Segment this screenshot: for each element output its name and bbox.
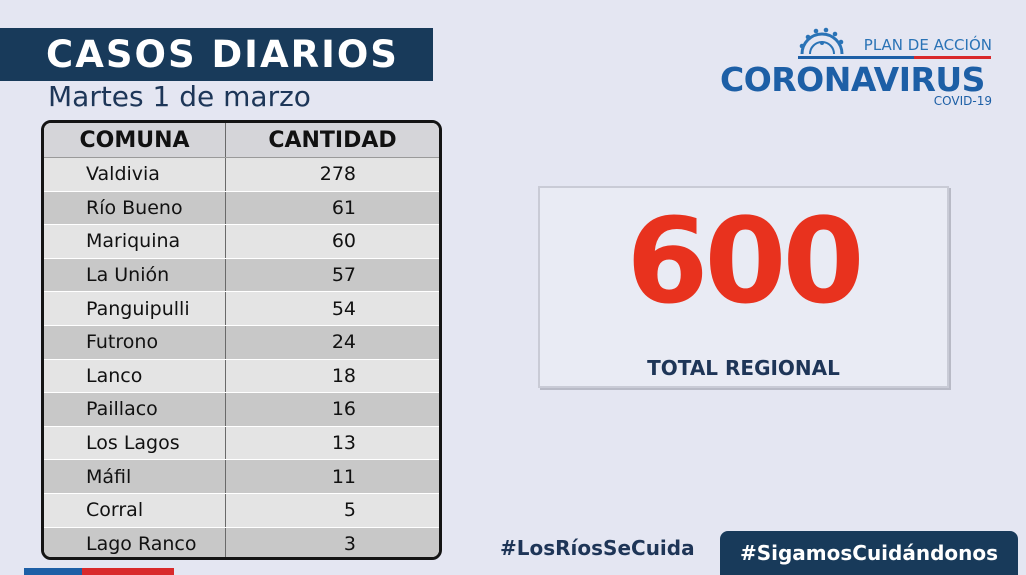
hashtag-los-rios: #LosRíosSeCuida (500, 536, 695, 560)
table-row: Lanco 18 (44, 359, 439, 394)
cantidad-cell: 57 (331, 264, 356, 287)
table-row: La Unión 57 (44, 258, 439, 293)
comuna-cell: Lanco (44, 359, 226, 393)
cantidad-cell: 5 (343, 499, 356, 522)
table-row: Corral 5 (44, 493, 439, 528)
total-box: 600 TOTAL REGIONAL (538, 186, 949, 388)
comuna-cell: La Unión (44, 258, 226, 292)
virus-icon (799, 27, 844, 55)
cases-table: COMUNA CANTIDAD Valdivia 278 Río Bueno 61 … (41, 120, 442, 560)
table-row: Mariquina 60 (44, 225, 439, 259)
table-header: COMUNA CANTIDAD (44, 123, 439, 158)
cantidad-cell: 16 (331, 398, 356, 421)
cantidad-cell: 18 (331, 364, 356, 387)
comuna-cell: Máfil (44, 460, 226, 493)
total-label: TOTAL REGIONAL (647, 356, 840, 380)
coronavirus-logo: PLAN DE ACCIÓN CORONAVIRUS COVID-19 (720, 26, 992, 112)
cantidad-cell: 54 (331, 297, 356, 320)
table-row: Paillaco 16 (44, 393, 439, 427)
comuna-cell: Río Bueno (44, 191, 226, 225)
cantidad-cell: 13 (331, 432, 356, 455)
page-title: CASOS DIARIOS (46, 33, 399, 76)
comuna-cell: Los Lagos (44, 426, 226, 460)
column-header-cantidad: CANTIDAD (268, 127, 397, 153)
total-value: 600 (626, 192, 864, 330)
footer-bar-blue (24, 568, 82, 575)
comuna-cell: Lago Ranco (44, 527, 226, 557)
cantidad-cell: 61 (331, 196, 356, 219)
footer-bar-red (82, 568, 174, 575)
hashtag-sigamos-text: #SigamosCuidándonos (739, 541, 999, 565)
comuna-cell: Futrono (44, 325, 226, 359)
comuna-cell: Valdivia (44, 158, 226, 191)
cantidad-cell: 24 (331, 331, 356, 354)
hashtag-sigamos: #SigamosCuidándonos (720, 531, 1018, 575)
date-label: Martes 1 de marzo (48, 80, 311, 113)
table-row: Lago Ranco 3 (44, 527, 439, 557)
comuna-cell: Paillaco (44, 393, 226, 426)
title-banner: CASOS DIARIOS (0, 28, 433, 81)
comuna-cell: Corral (44, 493, 226, 527)
logo-covid-text: COVID-19 (933, 94, 992, 108)
cantidad-cell: 60 (331, 230, 356, 253)
logo-coronavirus-text: CORONAVIRUS (720, 60, 985, 99)
footer-color-bar (24, 568, 174, 575)
table-body: Valdivia 278 Río Bueno 61 Mariquina 60 La U… (44, 158, 439, 557)
cantidad-cell: 11 (331, 465, 356, 488)
cantidad-cell: 278 (319, 163, 356, 186)
column-header-comuna: COMUNA (44, 123, 226, 157)
comuna-cell: Mariquina (44, 225, 226, 258)
comuna-cell: Panguipulli (44, 292, 226, 325)
logo-plan-text: PLAN DE ACCIÓN (863, 36, 992, 54)
table-row: Río Bueno 61 (44, 191, 439, 226)
table-row: Panguipulli 54 (44, 292, 439, 326)
table-row: Valdivia 278 (44, 158, 439, 192)
table-row: Futrono 24 (44, 325, 439, 360)
logo-underline (798, 56, 991, 59)
cantidad-cell: 3 (343, 532, 356, 555)
table-row: Los Lagos 13 (44, 426, 439, 461)
table-row: Máfil 11 (44, 460, 439, 494)
